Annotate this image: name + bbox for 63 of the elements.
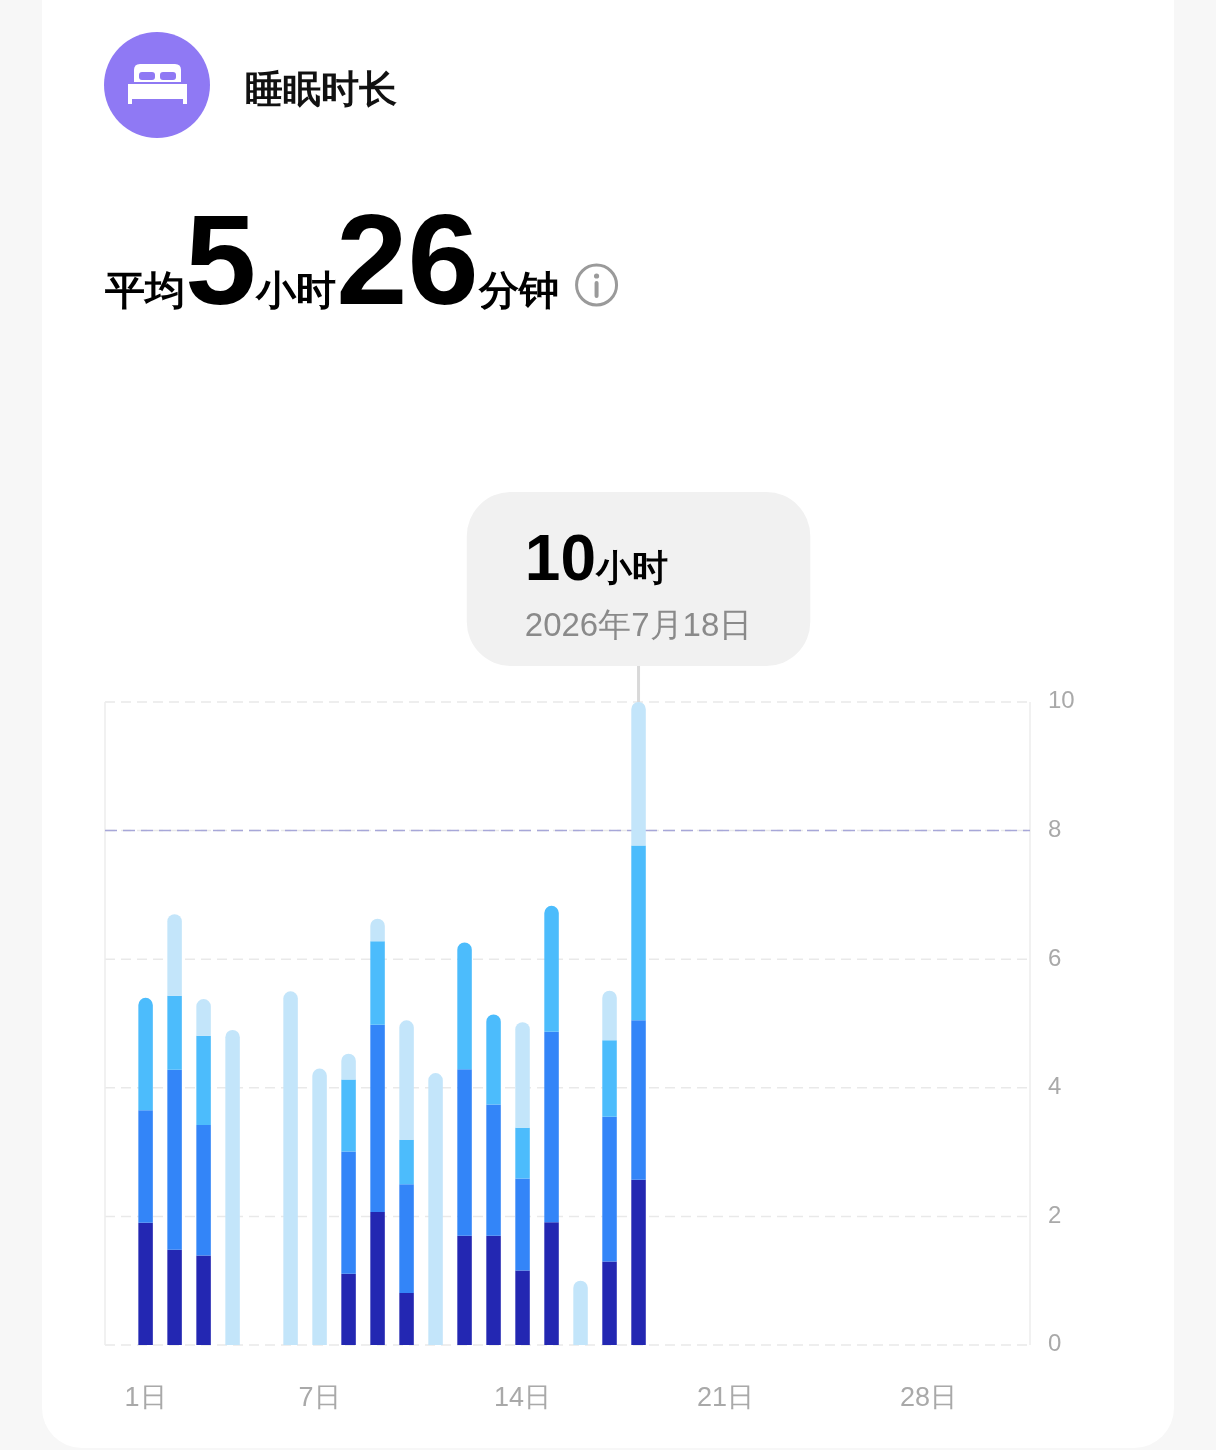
bar <box>602 1261 617 1345</box>
y-tick-label: 6 <box>1048 943 1062 971</box>
bar <box>196 1035 211 1126</box>
bar <box>341 1079 356 1152</box>
bar <box>167 1249 182 1345</box>
bar <box>602 1116 617 1262</box>
bar <box>370 1024 385 1212</box>
bar <box>631 702 646 846</box>
bar <box>602 990 617 1041</box>
bar <box>167 914 182 996</box>
bar <box>399 1184 414 1293</box>
x-tick-label: 7日 <box>298 1382 341 1412</box>
y-tick-label: 8 <box>1048 814 1062 842</box>
annotation: 2026年7月18日 <box>524 606 753 643</box>
bar <box>399 1139 414 1185</box>
bar <box>428 1073 443 1345</box>
bar <box>283 991 298 1345</box>
bar <box>515 1127 530 1179</box>
bar <box>573 1280 588 1345</box>
bar <box>138 1110 153 1223</box>
bar <box>196 1125 211 1256</box>
bar <box>486 1014 501 1105</box>
bar <box>341 1273 356 1345</box>
bar <box>312 1068 327 1345</box>
bar <box>515 1178 530 1271</box>
bar <box>225 1029 240 1345</box>
bar <box>544 1222 559 1345</box>
bar <box>196 999 211 1036</box>
bar <box>631 845 646 1021</box>
x-tick-label: 21日 <box>697 1382 755 1412</box>
bar <box>370 941 385 1025</box>
chart-subtitle: 平均5小时26分钟 <box>104 188 559 331</box>
x-tick-label: 28日 <box>899 1382 958 1412</box>
bar <box>399 1020 414 1140</box>
x-tick-label: 14日 <box>494 1382 552 1412</box>
bar <box>341 1053 356 1080</box>
bar <box>457 942 472 1070</box>
bar <box>515 1270 530 1345</box>
bar <box>341 1151 356 1274</box>
bar <box>457 1235 472 1345</box>
bar <box>457 1069 472 1236</box>
bar <box>631 1020 646 1180</box>
bar <box>167 995 182 1070</box>
bar <box>486 1104 501 1236</box>
bar <box>631 1179 646 1345</box>
bar <box>138 997 153 1111</box>
y-tick-label: 10 <box>1048 686 1075 714</box>
bar <box>486 1235 501 1345</box>
bar <box>167 1069 182 1250</box>
bar <box>138 1222 153 1345</box>
bar <box>515 1022 530 1128</box>
bar <box>544 1031 559 1223</box>
chart-title: 睡眠时长 <box>245 68 397 110</box>
bar <box>370 1211 385 1345</box>
x-tick-label: 1日 <box>124 1382 167 1412</box>
y-tick-label: 2 <box>1048 1200 1062 1228</box>
bar <box>196 1255 211 1345</box>
bar <box>602 1040 617 1117</box>
annotation: 10小时 <box>524 522 668 594</box>
y-tick-label: 4 <box>1048 1072 1062 1100</box>
y-tick-label: 0 <box>1048 1329 1062 1357</box>
bar <box>544 905 559 1032</box>
bar <box>399 1292 414 1345</box>
